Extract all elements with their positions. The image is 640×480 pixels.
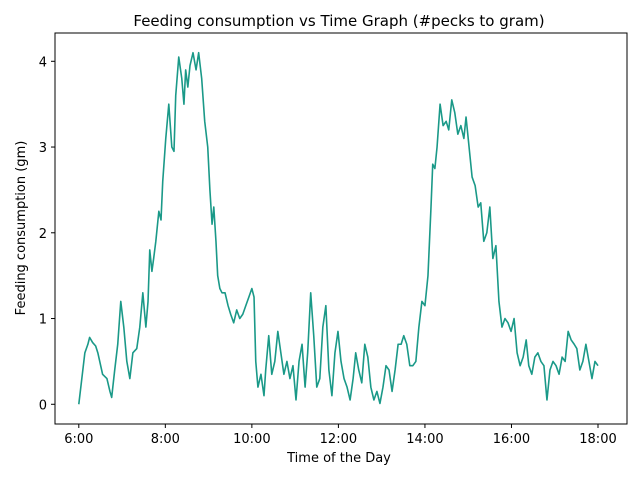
y-tick-label: 3 bbox=[39, 141, 47, 156]
x-tick-label: 10:00 bbox=[233, 432, 270, 447]
y-tick-label: 1 bbox=[39, 313, 47, 328]
x-tick-label: 14:00 bbox=[406, 432, 443, 447]
y-tick-label: 2 bbox=[39, 227, 47, 242]
y-axis-label: Feeding consumption (gm) bbox=[14, 141, 29, 316]
y-tick-label: 0 bbox=[39, 398, 47, 413]
plot-frame bbox=[54, 32, 628, 425]
chart-title: Feeding consumption vs Time Graph (#peck… bbox=[133, 12, 544, 30]
x-tick-label: 12:00 bbox=[320, 432, 357, 447]
x-tick-label: 8:00 bbox=[151, 432, 180, 447]
x-axis-label: Time of the Day bbox=[286, 451, 391, 466]
x-tick-label: 6:00 bbox=[64, 432, 93, 447]
x-tick-label: 16:00 bbox=[493, 432, 530, 447]
y-tick-label: 4 bbox=[39, 55, 47, 70]
data-line bbox=[78, 51, 599, 405]
x-tick-label: 18:00 bbox=[579, 432, 616, 447]
